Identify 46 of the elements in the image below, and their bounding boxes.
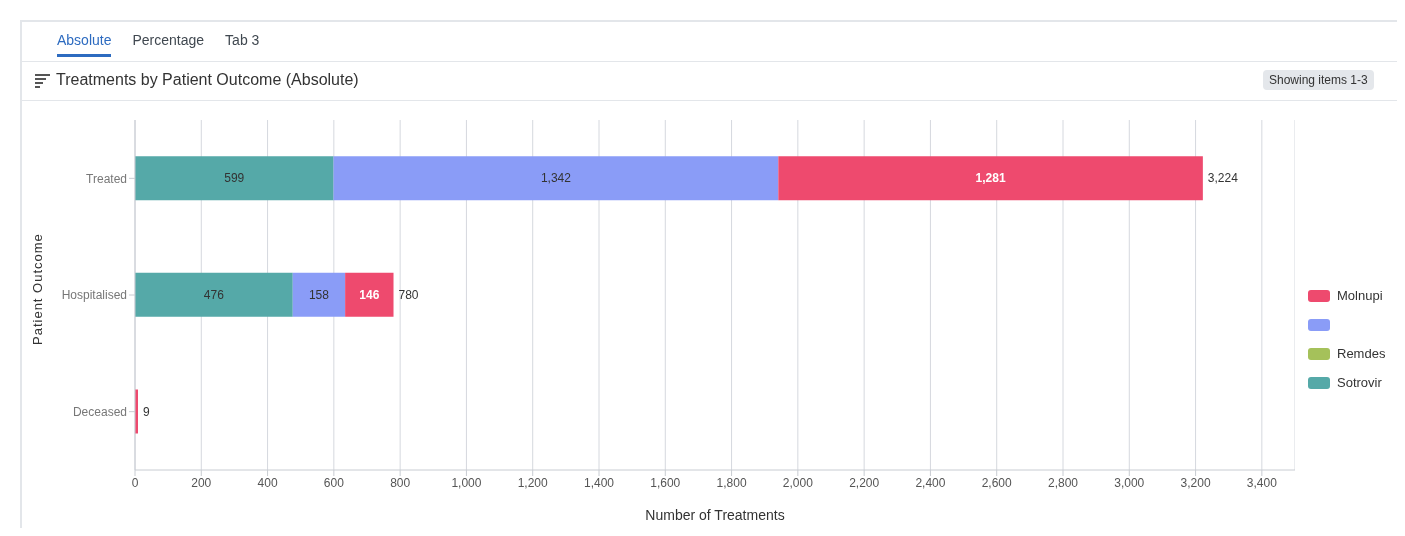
legend-label: Remdes — [1337, 346, 1386, 361]
x-tick-label: 400 — [257, 475, 278, 490]
text: Showing items 1-3 — [1263, 70, 1374, 90]
data-label: 1,281 — [975, 171, 1006, 186]
x-tick-label: 2,400 — [915, 475, 946, 490]
data-label: 476 — [203, 288, 225, 303]
text: Absolute — [57, 32, 112, 57]
bar — [135, 156, 334, 201]
y-axis-title: Patient Outcome — [29, 233, 45, 345]
x-tick-label: 2,800 — [1047, 475, 1079, 490]
bar — [345, 272, 394, 317]
x-axis-title: Number of Treatments — [645, 507, 785, 523]
y-tick-label: Hospitalised — [61, 288, 127, 303]
bar — [778, 156, 1203, 201]
data-label: 1,342 — [540, 171, 572, 186]
legend-label: Sotrovir — [1337, 375, 1382, 390]
x-tick-label: 1,600 — [650, 475, 681, 490]
x-tick-label: 0 — [131, 475, 139, 490]
total-label: 780 — [398, 288, 419, 303]
data-label: 146 — [359, 288, 380, 303]
x-tick-label: 2,200 — [849, 475, 880, 490]
x-tick-label: 1,000 — [451, 475, 482, 490]
chart-title: Treatments by Patient Outcome (Absolute) — [56, 71, 359, 89]
y-tick-label: Treated — [86, 171, 127, 186]
legend-label: Molnupi — [1337, 288, 1383, 303]
x-tick-label: 2,000 — [782, 475, 814, 490]
x-tick-label: 1,400 — [583, 475, 615, 490]
x-tick-label: 3,400 — [1246, 475, 1278, 490]
data-label: 599 — [224, 171, 245, 186]
bar — [333, 156, 779, 201]
total-label: 3,224 — [1207, 171, 1239, 186]
total-label: 9 — [142, 404, 150, 419]
text: Tab 3 — [225, 32, 260, 50]
x-tick-label: 600 — [323, 475, 345, 490]
x-tick-label: 1,800 — [716, 475, 747, 490]
x-tick-label: 800 — [390, 475, 411, 490]
bar — [135, 272, 293, 317]
y-tick-label: Deceased — [72, 404, 127, 419]
bar — [292, 272, 346, 317]
data-label: 158 — [308, 288, 330, 303]
text: Percentage — [132, 32, 205, 50]
x-tick-label: 3,000 — [1114, 475, 1145, 490]
x-tick-label: 2,600 — [981, 475, 1013, 490]
x-tick-label: 1,200 — [517, 475, 549, 490]
x-tick-label: 200 — [191, 475, 212, 490]
x-tick-label: 3,200 — [1180, 475, 1211, 490]
